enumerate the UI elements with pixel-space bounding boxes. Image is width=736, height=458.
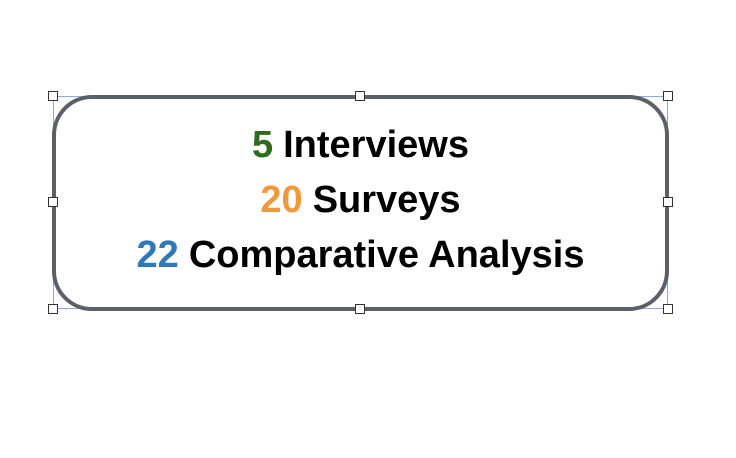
resize-handle-bottom-left[interactable] — [48, 304, 58, 314]
resize-handle-top-right[interactable] — [663, 91, 673, 101]
text-line-interviews: 5 Interviews — [252, 118, 469, 173]
resize-handle-middle-left[interactable] — [48, 197, 58, 207]
resize-handle-top-left[interactable] — [48, 91, 58, 101]
resize-handle-middle-right[interactable] — [663, 197, 673, 207]
rounded-rectangle-shape[interactable]: 5 Interviews 20 Surveys 22 Comparative Anal… — [52, 95, 669, 311]
interviews-label: Interviews — [283, 123, 469, 166]
comparative-analysis-label: Comparative Analysis — [188, 233, 585, 276]
resize-handle-bottom-center[interactable] — [355, 304, 365, 314]
interviews-count: 5 — [251, 123, 274, 166]
text-line-surveys: 20 Surveys — [260, 173, 460, 228]
resize-handle-top-center[interactable] — [355, 91, 365, 101]
surveys-label: Surveys — [312, 178, 461, 221]
surveys-count: 20 — [260, 178, 303, 221]
comparative-analysis-count: 22 — [136, 233, 179, 276]
text-line-comparative-analysis: 22 Comparative Analysis — [137, 228, 585, 283]
resize-handle-bottom-right[interactable] — [663, 304, 673, 314]
